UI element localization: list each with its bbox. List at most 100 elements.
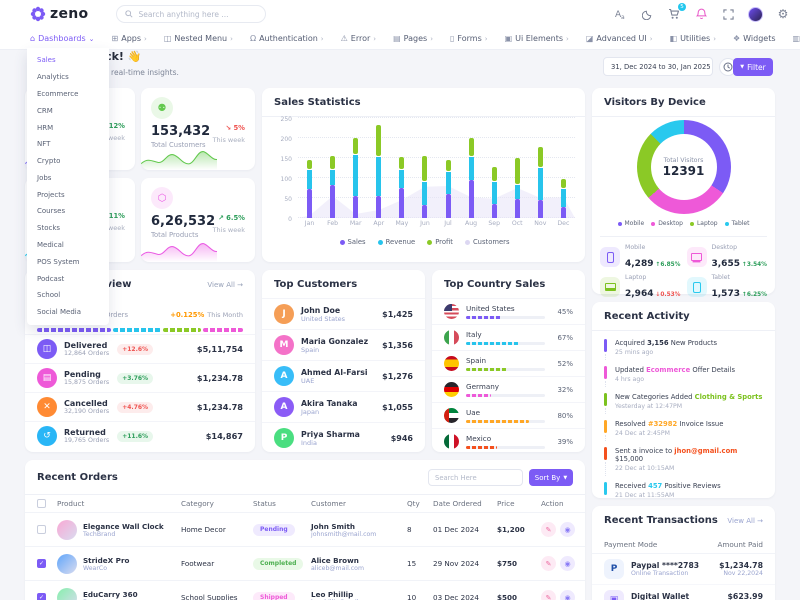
country-bar-track — [466, 446, 545, 449]
nav-item-utilities[interactable]: ◧ Utilities › — [670, 34, 716, 43]
menu-item-stocks[interactable]: Stocks — [37, 224, 61, 233]
orders-search-input[interactable]: Search Here — [428, 469, 523, 486]
sales-bar-segment — [353, 196, 359, 218]
sales-bar-segment — [537, 199, 543, 218]
orders-row-returned: ↺ Returned 19,765 Orders +11.6% $14,867 — [25, 421, 255, 450]
view-icon[interactable]: ◉ — [560, 522, 575, 537]
menu-item-social-media[interactable]: Social Media — [37, 308, 82, 317]
menu-item-nft[interactable]: NFT — [37, 140, 51, 149]
device-value: 1,573 — [711, 289, 740, 299]
customer-amount: $1,425 — [382, 309, 413, 319]
chevron-right-icon: › — [144, 34, 147, 43]
date-range-input[interactable]: 31, Dec 2024 to 30, Jan 2025 — [603, 57, 713, 76]
legend-label: Sales — [347, 238, 366, 246]
flag-icon-spain — [444, 356, 459, 371]
menu-item-school[interactable]: School — [37, 291, 61, 300]
view-icon[interactable]: ◉ — [560, 556, 575, 571]
nav-item-pages[interactable]: ▤ Pages › — [393, 34, 433, 43]
nav-item-error[interactable]: ⚠ Error › — [341, 34, 376, 43]
activity-marker — [604, 447, 607, 460]
nav-item-label: Utilities — [680, 34, 711, 43]
nav-item-authentication[interactable]: Ω Authentication › — [250, 34, 324, 43]
nav-item-widgets[interactable]: ❖ Widgets — [733, 34, 776, 43]
legend-label: Customers — [472, 238, 510, 246]
recent-activity-title: Recent Activity — [604, 311, 690, 322]
customer-amount: $1,055 — [382, 402, 413, 412]
legend-item-customers: Customers — [464, 238, 510, 246]
tablet-icon — [686, 277, 707, 297]
activity-main: Acquired 3,156 New Products — [615, 339, 717, 347]
cart-icon[interactable]: 5 — [667, 3, 686, 21]
country-percent: 67% — [557, 333, 573, 342]
menu-item-crm[interactable]: CRM — [37, 106, 53, 115]
x-tick-label: Apr — [373, 220, 385, 227]
activity-highlight: 457 — [648, 482, 663, 490]
orders-row-delivered: ◫ Delivered 12,864 Orders +12.6% $5,11,754 — [25, 334, 255, 363]
status-badge: Completed — [253, 557, 304, 570]
activity-post: $15,000 — [615, 455, 644, 463]
orders-progress-bar — [37, 328, 243, 332]
nav-item-apps[interactable]: ⊞ Apps › — [112, 34, 147, 43]
select-all-checkbox[interactable] — [37, 499, 46, 508]
menu-item-projects[interactable]: Projects — [37, 190, 65, 199]
row-checkbox[interactable]: ✓ — [37, 559, 46, 568]
menu-item-courses[interactable]: Courses — [37, 207, 66, 216]
activity-highlight: Ecommerce — [646, 366, 691, 374]
fullscreen-icon[interactable] — [721, 7, 735, 21]
user-avatar[interactable] — [748, 6, 763, 22]
menu-item-ecommerce[interactable]: Ecommerce — [37, 89, 79, 98]
nav-item-dashboards[interactable]: ⌂ Dashboards ⌄ — [30, 34, 95, 43]
notifications-icon[interactable] — [694, 7, 708, 21]
col-header-customer: Customer — [311, 499, 346, 508]
orders-view-all-link[interactable]: View All → — [207, 280, 243, 289]
settings-gear-icon[interactable]: ⚙ — [777, 7, 789, 21]
nav-item-maps[interactable]: ▥Maps› — [793, 34, 800, 43]
edit-icon[interactable]: ✎ — [541, 556, 556, 571]
legend-dot — [689, 221, 694, 226]
edit-icon[interactable]: ✎ — [541, 590, 556, 600]
edit-icon[interactable]: ✎ — [541, 522, 556, 537]
menu-item-sales[interactable]: Sales — [37, 56, 56, 65]
stat-value: 153,432 — [151, 124, 211, 139]
customer-row: P Priya Sharma India $946 — [262, 422, 425, 453]
menu-item-medical[interactable]: Medical — [37, 240, 64, 249]
customer-country: Japan — [301, 407, 320, 416]
customer-amount: $1,356 — [382, 340, 413, 350]
menu-item-crypto[interactable]: Crypto — [37, 157, 61, 166]
nav-item-advanced-ui[interactable]: ◪ Advanced UI › — [586, 34, 653, 43]
global-search-input[interactable]: Search anything here ... — [116, 5, 267, 23]
nav-item-forms[interactable]: ▯ Forms › — [450, 34, 488, 43]
transaction-row: P Paypal ****2783 Online Transaction $1,234… — [592, 554, 775, 585]
profit-bar-segment — [491, 166, 497, 182]
row-checkbox[interactable] — [37, 525, 46, 534]
menu-item-pos-system[interactable]: POS System — [37, 257, 80, 266]
country-text: Mexico — [466, 434, 545, 449]
sales-bar-segment — [330, 184, 336, 218]
order-row: Elegance Wall Clock TechBrand Home Decor Pe… — [25, 513, 585, 547]
sort-by-button[interactable]: Sort By ▼ — [529, 469, 573, 486]
view-icon[interactable]: ◉ — [560, 590, 575, 600]
legend-label: Tablet — [731, 220, 750, 227]
transactions-view-all-link[interactable]: View All → — [727, 516, 763, 525]
device-shape — [606, 251, 614, 263]
stat-label: Total Products — [151, 231, 199, 239]
menu-item-hrm[interactable]: HRM — [37, 123, 54, 132]
menu-item-podcast[interactable]: Podcast — [37, 274, 65, 283]
device-value-row: 4,289 ↑6.85% — [625, 251, 680, 270]
revenue-bar-segment — [560, 188, 566, 208]
device-stat-tablet: Tablet 1,573 ↑6.25% — [686, 274, 768, 300]
country-name: Germany — [466, 382, 500, 391]
brand-logo[interactable]: zeno — [30, 6, 88, 22]
bar-group-feb — [321, 118, 344, 218]
trend-arrow-icon: ↘ — [225, 124, 234, 132]
nav-item-ui-elements[interactable]: ▣ Ui Elements › — [505, 34, 569, 43]
menu-item-jobs[interactable]: Jobs — [37, 173, 52, 182]
menu-item-analytics[interactable]: Analytics — [37, 73, 69, 82]
sales-statistics-card: Sales Statistics 0 50 100 150 200 250 Jan Feb Ma… — [262, 88, 585, 262]
country-percent: 39% — [557, 437, 573, 446]
dark-mode-icon[interactable] — [640, 7, 654, 21]
row-checkbox[interactable]: ✓ — [37, 593, 46, 600]
nav-item-nested-menu[interactable]: ◫ Nested Menu › — [164, 34, 233, 43]
filter-button[interactable]: ▼ Filter — [733, 58, 773, 76]
